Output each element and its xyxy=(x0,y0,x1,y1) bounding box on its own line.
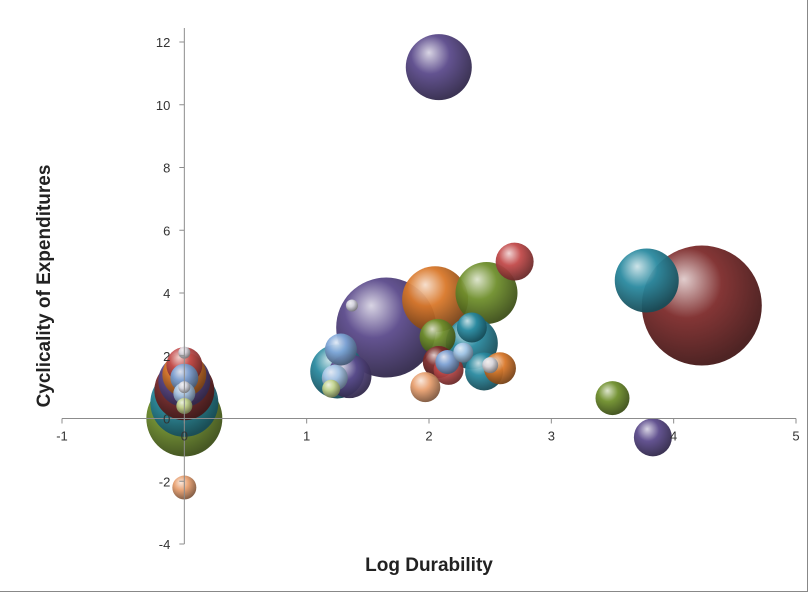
x-tick-label: 5 xyxy=(792,429,799,444)
x-tick-label: 0 xyxy=(181,429,188,444)
x-tick-label: 1 xyxy=(303,429,310,444)
bubble-point xyxy=(453,342,474,363)
x-tick-label: 4 xyxy=(670,429,677,444)
bubble-point xyxy=(324,333,357,366)
x-tick-label: 3 xyxy=(548,429,555,444)
bubble-point xyxy=(410,372,441,403)
bubble-point xyxy=(419,318,456,355)
y-tick-label: 6 xyxy=(163,223,170,238)
y-tick-label: 4 xyxy=(163,286,170,301)
bubble-point xyxy=(595,381,630,416)
x-axis-title: Log Durability xyxy=(365,555,493,576)
bubble-point xyxy=(402,266,469,333)
y-tick-label: 0 xyxy=(163,412,170,427)
y-tick-label: -2 xyxy=(159,474,171,489)
bubble-point xyxy=(345,299,358,312)
x-tick-label: 2 xyxy=(425,429,432,444)
bubble-point xyxy=(456,312,487,343)
y-tick-label: 8 xyxy=(163,161,170,176)
bubble-point xyxy=(322,379,341,398)
bubble-point xyxy=(633,418,672,457)
y-tick-label: 2 xyxy=(163,349,170,364)
bubble-point xyxy=(455,262,518,324)
x-tick-label: -1 xyxy=(56,429,68,444)
bubble-point xyxy=(435,350,460,375)
y-tick-label: 10 xyxy=(156,98,170,113)
bubble-layer xyxy=(146,34,762,500)
bubble-point xyxy=(614,248,679,313)
y-axis-title: Cyclicality of Expenditures xyxy=(34,165,55,408)
y-tick-label: 12 xyxy=(156,35,170,50)
bubble-point xyxy=(482,357,499,374)
y-tick-label: -4 xyxy=(159,537,171,552)
bubble-point xyxy=(495,242,534,281)
bubble-point xyxy=(405,34,472,101)
